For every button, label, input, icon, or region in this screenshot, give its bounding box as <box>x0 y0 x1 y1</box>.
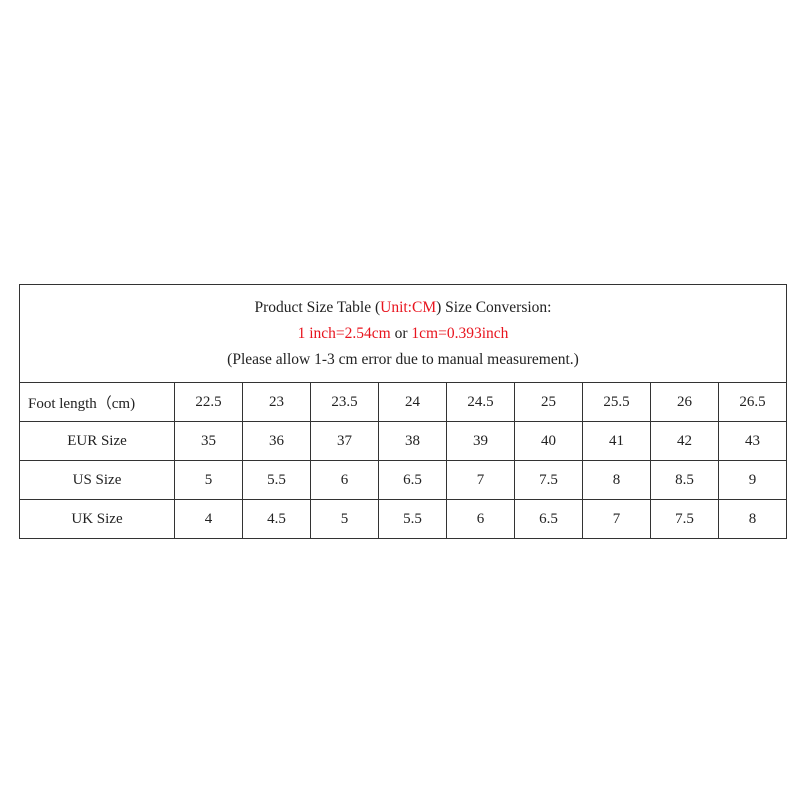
table-cell: 6.5 <box>514 499 583 539</box>
table-cell: 35 <box>174 421 243 461</box>
table-cell: 37 <box>310 421 379 461</box>
table-title-cell: Product Size Table (Unit:CM) Size Conver… <box>19 284 787 383</box>
table-cell: 5.5 <box>378 499 447 539</box>
table-row: US Size 5 5.5 6 6.5 7 7.5 8 8.5 9 <box>19 460 787 500</box>
title-line: Product Size Table (Unit:CM) Size Conver… <box>254 298 552 316</box>
table-cell: 25.5 <box>582 382 651 422</box>
table-cell: 23 <box>242 382 311 422</box>
table-cell: 42 <box>650 421 719 461</box>
row-label: Foot length（cm) <box>19 382 175 422</box>
table-cell: 22.5 <box>174 382 243 422</box>
table-cell: 40 <box>514 421 583 461</box>
table-cell: 7.5 <box>650 499 719 539</box>
conversion-line: 1 inch=2.54cm or 1cm=0.393inch <box>297 324 509 342</box>
table-cell: 38 <box>378 421 447 461</box>
row-label: US Size <box>19 460 175 500</box>
table-cell: 7 <box>446 460 515 500</box>
table-cell: 26 <box>650 382 719 422</box>
table-row: Foot length（cm) 22.5 23 23.5 24 24.5 25 25.5 26 2… <box>19 382 787 422</box>
table-cell: 7.5 <box>514 460 583 500</box>
table-cell: 5 <box>174 460 243 500</box>
table-cell: 24 <box>378 382 447 422</box>
table-cell: 43 <box>718 421 787 461</box>
table-cell: 6 <box>310 460 379 500</box>
table-cell: 8 <box>718 499 787 539</box>
table-cell: 6 <box>446 499 515 539</box>
table-cell: 4.5 <box>242 499 311 539</box>
table-cell: 5.5 <box>242 460 311 500</box>
measurement-note: (Please allow 1-3 cm error due to manual… <box>227 350 579 368</box>
table-cell: 36 <box>242 421 311 461</box>
table-cell: 25 <box>514 382 583 422</box>
table-cell: 23.5 <box>310 382 379 422</box>
table-cell: 41 <box>582 421 651 461</box>
row-label: UK Size <box>19 499 175 539</box>
row-label: EUR Size <box>19 421 175 461</box>
table-row: EUR Size 35 36 37 38 39 40 41 42 43 <box>19 421 787 461</box>
table-cell: 8 <box>582 460 651 500</box>
table-cell: 7 <box>582 499 651 539</box>
table-row: UK Size 4 4.5 5 5.5 6 6.5 7 7.5 8 <box>19 499 787 539</box>
table-cell: 9 <box>718 460 787 500</box>
table-cell: 24.5 <box>446 382 515 422</box>
table-cell: 6.5 <box>378 460 447 500</box>
table-cell: 26.5 <box>718 382 787 422</box>
table-cell: 39 <box>446 421 515 461</box>
table-cell: 5 <box>310 499 379 539</box>
table-cell: 8.5 <box>650 460 719 500</box>
table-header-row: Product Size Table (Unit:CM) Size Conver… <box>19 284 787 383</box>
table-cell: 4 <box>174 499 243 539</box>
unit-label: Unit:CM <box>380 298 437 316</box>
size-table: Product Size Table (Unit:CM) Size Conver… <box>19 284 787 539</box>
